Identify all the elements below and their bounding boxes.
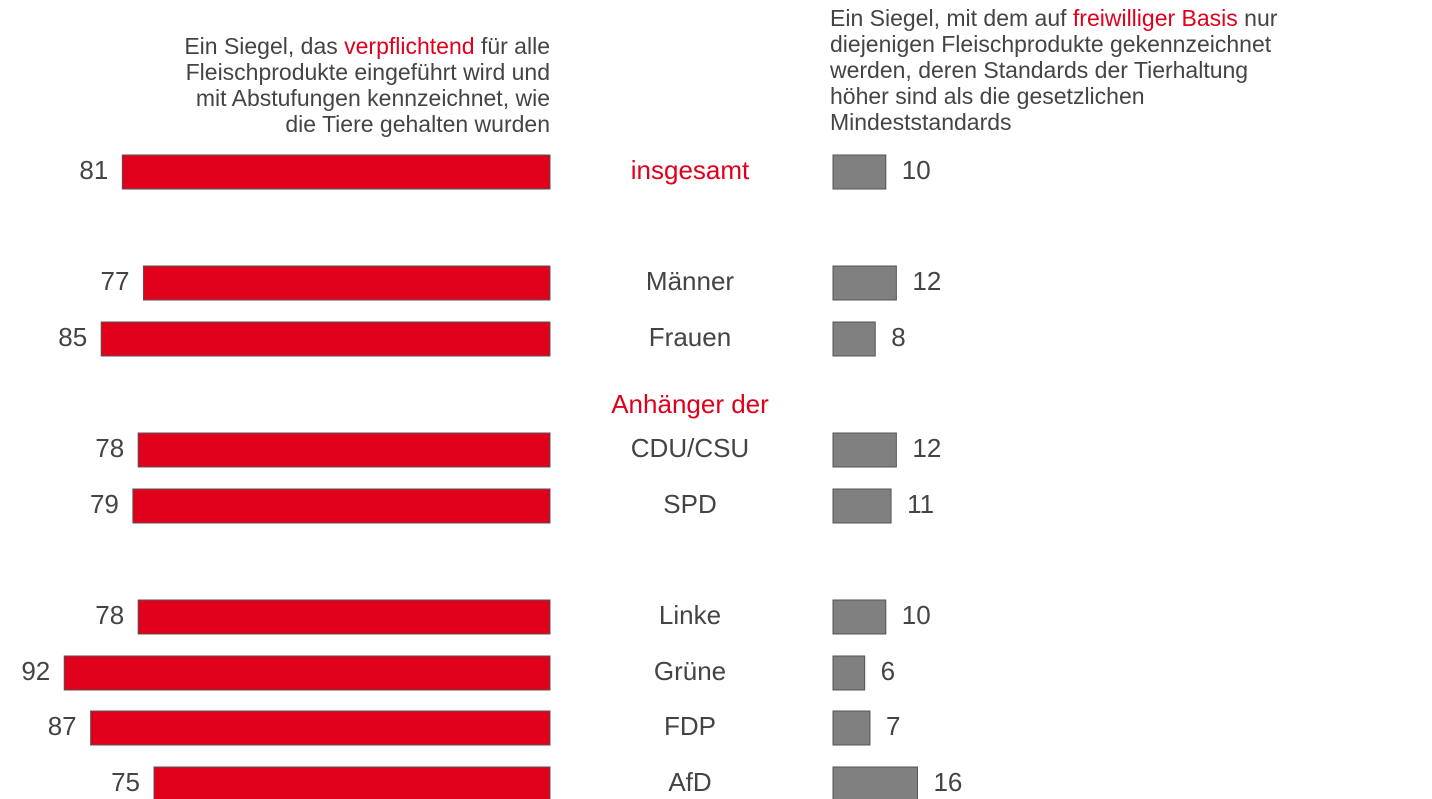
data-label: 78 — [95, 600, 124, 630]
legend-text: Mindeststandards — [830, 109, 1012, 135]
legend-text: nur — [1238, 5, 1278, 31]
bar — [832, 154, 887, 190]
bar — [832, 321, 876, 357]
legend-text: höher sind als die gesetzlichen — [830, 83, 1145, 109]
data-label: 78 — [95, 433, 124, 463]
legend-text: Fleischprodukte eingeführt wird und — [186, 59, 550, 85]
legend-header: Mindeststandards — [830, 109, 1012, 135]
legend-header: Ein Siegel, das verpflichtend für alle — [184, 33, 550, 59]
legend-header: Ein Siegel, mit dem auf freiwilliger Bas… — [830, 5, 1278, 31]
legend-text: werden, deren Standards der Tierhaltung — [829, 57, 1248, 83]
category-label: Linke — [659, 600, 721, 630]
category-label: AfD — [668, 767, 711, 797]
legend-text: für alle — [475, 33, 550, 59]
bar — [137, 432, 551, 468]
bar — [832, 599, 887, 635]
legend-text: mit Abstufungen kennzeichnet, wie — [196, 85, 550, 111]
legend-text: freiwilliger Basis — [1073, 5, 1238, 31]
bar — [137, 599, 551, 635]
category-label: Grüne — [654, 656, 726, 686]
bar — [832, 766, 918, 799]
legend-text: Ein Siegel, mit dem auf — [830, 5, 1073, 31]
data-label: 16 — [933, 767, 962, 797]
legend-header: die Tiere gehalten wurden — [285, 111, 550, 137]
bar — [832, 265, 897, 301]
bar — [832, 432, 897, 468]
data-label: 8 — [891, 322, 905, 352]
bar — [832, 710, 871, 746]
legend-text: verpflichtend — [344, 33, 474, 59]
bar — [832, 655, 866, 691]
legend-header: Fleischprodukte eingeführt wird und — [186, 59, 550, 85]
data-label: 75 — [111, 767, 140, 797]
data-label: 79 — [90, 489, 119, 519]
bar — [63, 655, 551, 691]
legend-text: die Tiere gehalten wurden — [285, 111, 550, 137]
data-label: 12 — [912, 266, 941, 296]
category-label: Männer — [646, 266, 734, 296]
legend-text: diejenigen Fleischprodukte gekennzeichne… — [830, 31, 1272, 57]
legend-header: höher sind als die gesetzlichen — [830, 83, 1145, 109]
data-label: 10 — [902, 600, 931, 630]
data-label: 77 — [101, 266, 130, 296]
legend-text: Ein Siegel, das — [184, 33, 344, 59]
category-label: SPD — [663, 489, 716, 519]
group-label: Anhänger der — [611, 389, 769, 419]
data-label: 92 — [21, 656, 50, 686]
category-label: CDU/CSU — [631, 433, 749, 463]
data-label: 7 — [886, 711, 900, 741]
category-label: FDP — [664, 711, 716, 741]
legend-header: diejenigen Fleischprodukte gekennzeichne… — [830, 31, 1272, 57]
bar — [832, 488, 892, 524]
category-label: Frauen — [649, 322, 731, 352]
legend-header: mit Abstufungen kennzeichnet, wie — [196, 85, 550, 111]
data-label: 10 — [902, 155, 931, 185]
data-label: 81 — [79, 155, 108, 185]
bar — [90, 710, 551, 746]
data-label: 11 — [907, 489, 934, 519]
bar — [132, 488, 551, 524]
data-label: 12 — [912, 433, 941, 463]
bar — [100, 321, 551, 357]
bar — [153, 766, 551, 799]
bar — [121, 154, 551, 190]
bar — [142, 265, 551, 301]
data-label: 6 — [881, 656, 895, 686]
category-label: insgesamt — [631, 155, 750, 185]
data-label: 85 — [58, 322, 87, 352]
data-label: 87 — [48, 711, 77, 741]
legend-header: werden, deren Standards der Tierhaltung — [829, 57, 1248, 83]
